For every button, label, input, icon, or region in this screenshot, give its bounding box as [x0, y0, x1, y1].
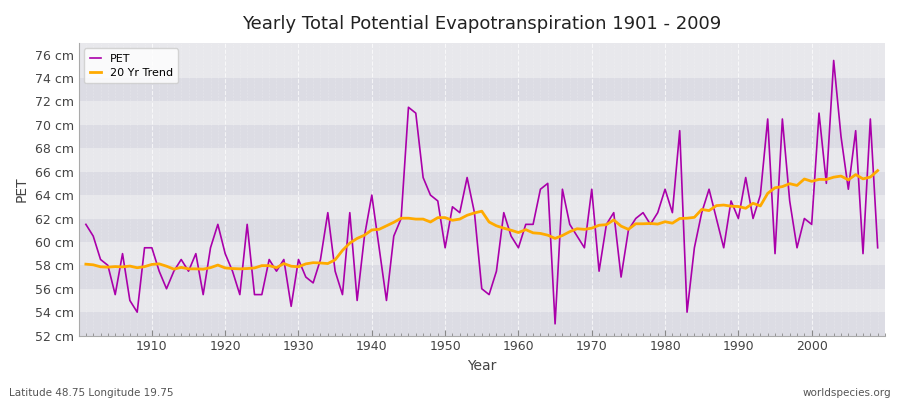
Title: Yearly Total Potential Evapotranspiration 1901 - 2009: Yearly Total Potential Evapotranspiratio…	[242, 15, 722, 33]
PET	[550, 322, 561, 326]
PET	[828, 58, 839, 63]
20 Yr Trend	[872, 168, 883, 173]
Bar	[78, 125, 885, 148]
Legend: PET, 20 Yr Trend: PET, 20 Yr Trend	[84, 48, 178, 83]
PET	[513, 245, 524, 250]
20 Yr Trend	[352, 236, 363, 241]
20 Yr Trend	[608, 218, 619, 222]
Text: worldspecies.org: worldspecies.org	[803, 388, 891, 398]
Bar	[78, 148, 885, 172]
Line: PET: PET	[86, 60, 878, 324]
Line: 20 Yr Trend: 20 Yr Trend	[86, 171, 878, 269]
Bar	[78, 102, 885, 125]
PET	[872, 245, 883, 250]
Bar	[78, 172, 885, 195]
Bar	[78, 242, 885, 265]
Bar	[78, 78, 885, 102]
20 Yr Trend	[308, 260, 319, 265]
Y-axis label: PET: PET	[15, 176, 29, 202]
PET	[608, 210, 619, 215]
PET	[345, 210, 356, 215]
PET	[140, 245, 150, 250]
20 Yr Trend	[513, 230, 524, 235]
20 Yr Trend	[520, 227, 531, 232]
Bar	[78, 218, 885, 242]
Text: Latitude 48.75 Longitude 19.75: Latitude 48.75 Longitude 19.75	[9, 388, 174, 398]
Bar	[78, 54, 885, 78]
PET	[80, 222, 91, 227]
PET	[301, 275, 311, 280]
20 Yr Trend	[80, 262, 91, 266]
X-axis label: Year: Year	[467, 359, 497, 373]
20 Yr Trend	[140, 264, 150, 269]
Bar	[78, 265, 885, 289]
Bar	[78, 195, 885, 218]
PET	[506, 234, 517, 238]
Bar	[78, 289, 885, 312]
Bar	[78, 312, 885, 336]
20 Yr Trend	[168, 267, 179, 272]
